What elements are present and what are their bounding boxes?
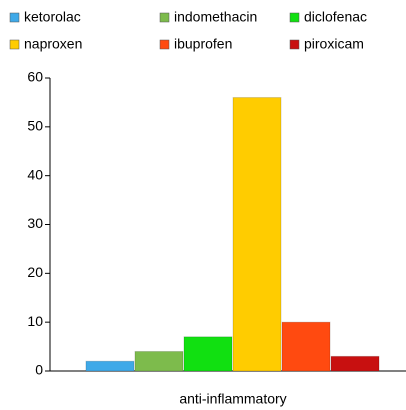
y-tick-label: 20 xyxy=(27,264,43,280)
legend-label: naproxen xyxy=(24,36,82,52)
legend-swatch xyxy=(9,39,20,50)
bar xyxy=(232,97,282,372)
bar xyxy=(183,336,233,372)
y-tick-label: 0 xyxy=(35,362,43,378)
legend-label: diclofenac xyxy=(304,9,367,25)
y-tick-label: 50 xyxy=(27,118,43,134)
y-tick-label: 30 xyxy=(27,215,43,231)
bar xyxy=(85,360,135,372)
legend-label: indomethacin xyxy=(174,9,257,25)
legend-swatch xyxy=(159,12,170,23)
legend-label: piroxicam xyxy=(304,36,364,52)
y-tick-label: 60 xyxy=(27,69,43,85)
legend-swatch xyxy=(289,39,300,50)
x-tick-label: anti-inflammatory xyxy=(179,391,286,407)
bar xyxy=(281,321,331,372)
y-tick-label: 10 xyxy=(27,313,43,329)
legend-swatch xyxy=(289,12,300,23)
legend-swatch xyxy=(9,12,20,23)
legend-label: ketorolac xyxy=(24,9,81,25)
y-tick-label: 40 xyxy=(27,166,43,182)
legend-swatch xyxy=(159,39,170,50)
bar xyxy=(134,350,184,372)
bar xyxy=(330,355,380,372)
legend-label: ibuprofen xyxy=(174,36,232,52)
